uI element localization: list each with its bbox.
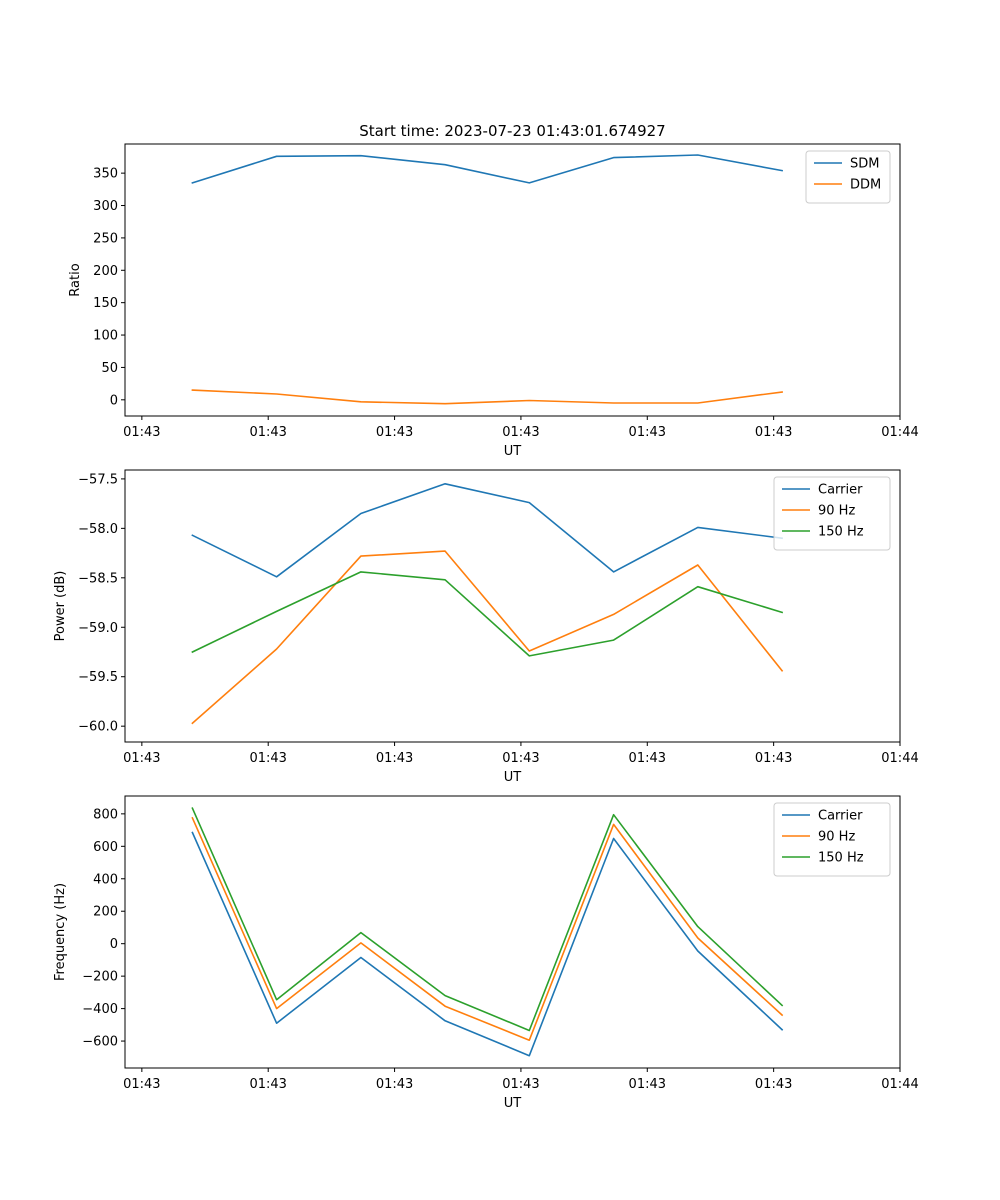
x-axis-label: UT bbox=[504, 444, 522, 459]
x-tick-label: 01:43 bbox=[376, 425, 413, 440]
y-tick-label: 300 bbox=[93, 199, 118, 214]
y-tick-label: 0 bbox=[110, 937, 118, 952]
x-tick-label: 01:44 bbox=[881, 1077, 918, 1092]
y-tick-label: 100 bbox=[93, 329, 118, 344]
y-tick-label: −60.0 bbox=[78, 720, 118, 735]
x-axis-label: UT bbox=[504, 770, 522, 785]
x-tick-label: 01:43 bbox=[502, 751, 539, 766]
series-line-90-hz bbox=[191, 550, 784, 725]
x-tick-label: 01:43 bbox=[755, 1077, 792, 1092]
x-axis-label: UT bbox=[504, 1096, 522, 1111]
y-tick-label: −400 bbox=[82, 1002, 118, 1017]
x-tick-label: 01:43 bbox=[502, 1077, 539, 1092]
y-tick-label: 250 bbox=[93, 231, 118, 246]
y-tick-label: −58.5 bbox=[78, 571, 118, 586]
x-tick-label: 01:43 bbox=[502, 425, 539, 440]
y-tick-label: −59.5 bbox=[78, 670, 118, 685]
legend: Carrier 90 Hz 150 Hz bbox=[773, 476, 891, 551]
subplot-3: 01:43 01:43 01:43 01:43 01:43 01:43 01:44 −600 −… bbox=[53, 795, 919, 1111]
x-tick-label: 01:43 bbox=[755, 425, 792, 440]
series-line-150-hz bbox=[191, 807, 784, 1032]
legend: Carrier 90 Hz 150 Hz bbox=[773, 802, 891, 877]
x-tick-label: 01:44 bbox=[881, 425, 918, 440]
legend-box bbox=[805, 150, 891, 204]
x-tick-label: 01:43 bbox=[629, 1077, 666, 1092]
subplot-2: 01:43 01:43 01:43 01:43 01:43 01:43 01:44 −60.0… bbox=[53, 469, 919, 785]
legend-label: 90 Hz bbox=[818, 504, 855, 519]
y-tick-label: 50 bbox=[101, 361, 118, 376]
x-tick-label: 01:43 bbox=[629, 425, 666, 440]
y-tick-label: −59.0 bbox=[78, 621, 118, 636]
y-tick-label: 200 bbox=[93, 905, 118, 920]
plot-frame bbox=[124, 469, 901, 743]
legend: SDM DDM bbox=[805, 150, 891, 204]
y-tick-label: 150 bbox=[93, 296, 118, 311]
y-axis-label: Frequency (Hz) bbox=[53, 883, 68, 981]
y-tick-label: −57.5 bbox=[78, 472, 118, 487]
x-tick-label: 01:43 bbox=[755, 751, 792, 766]
legend-label: Carrier bbox=[818, 809, 863, 824]
legend-label: SDM bbox=[850, 157, 879, 172]
x-tick-label: 01:43 bbox=[376, 1077, 413, 1092]
legend-label: DDM bbox=[850, 178, 881, 193]
y-axis-label: Power (dB) bbox=[53, 571, 68, 642]
x-tick-label: 01:43 bbox=[249, 425, 286, 440]
x-tick-label: 01:43 bbox=[123, 1077, 160, 1092]
y-axis-label: Ratio bbox=[68, 263, 83, 296]
x-tick-label: 01:43 bbox=[376, 751, 413, 766]
legend-label: Carrier bbox=[818, 483, 863, 498]
y-tick-label: −58.0 bbox=[78, 522, 118, 537]
series-line-carrier bbox=[191, 831, 784, 1057]
series-group bbox=[191, 807, 784, 1057]
plot-frame bbox=[124, 143, 901, 417]
series-group bbox=[191, 154, 784, 405]
subplot-1: Start time: 2023-07-23 01:43:01.67492701… bbox=[68, 122, 919, 459]
x-tick-label: 01:43 bbox=[629, 751, 666, 766]
y-tick-label: −600 bbox=[82, 1035, 118, 1050]
series-line-150-hz bbox=[191, 571, 784, 657]
series-line-sdm bbox=[191, 154, 784, 184]
series-line-ddm bbox=[191, 389, 783, 405]
y-tick-label: 400 bbox=[93, 872, 118, 887]
x-tick-label: 01:43 bbox=[123, 751, 160, 766]
y-tick-label: 0 bbox=[110, 393, 118, 408]
legend-label: 150 Hz bbox=[818, 851, 864, 866]
y-tick-label: 350 bbox=[93, 167, 118, 182]
x-tick-label: 01:43 bbox=[123, 425, 160, 440]
legend-label: 150 Hz bbox=[818, 525, 864, 540]
y-tick-label: 800 bbox=[93, 807, 118, 822]
x-tick-label: 01:44 bbox=[881, 751, 918, 766]
y-tick-label: 200 bbox=[93, 264, 118, 279]
plot-frame bbox=[124, 795, 901, 1069]
x-tick-label: 01:43 bbox=[249, 1077, 286, 1092]
series-line-90-hz bbox=[191, 816, 784, 1041]
x-tick-label: 01:43 bbox=[249, 751, 286, 766]
y-tick-label: 600 bbox=[93, 840, 118, 855]
chart-title: Start time: 2023-07-23 01:43:01.674927 bbox=[359, 122, 665, 140]
legend-label: 90 Hz bbox=[818, 830, 855, 845]
series-group bbox=[191, 482, 784, 725]
series-line-carrier bbox=[191, 482, 783, 578]
y-tick-label: −200 bbox=[82, 970, 118, 985]
